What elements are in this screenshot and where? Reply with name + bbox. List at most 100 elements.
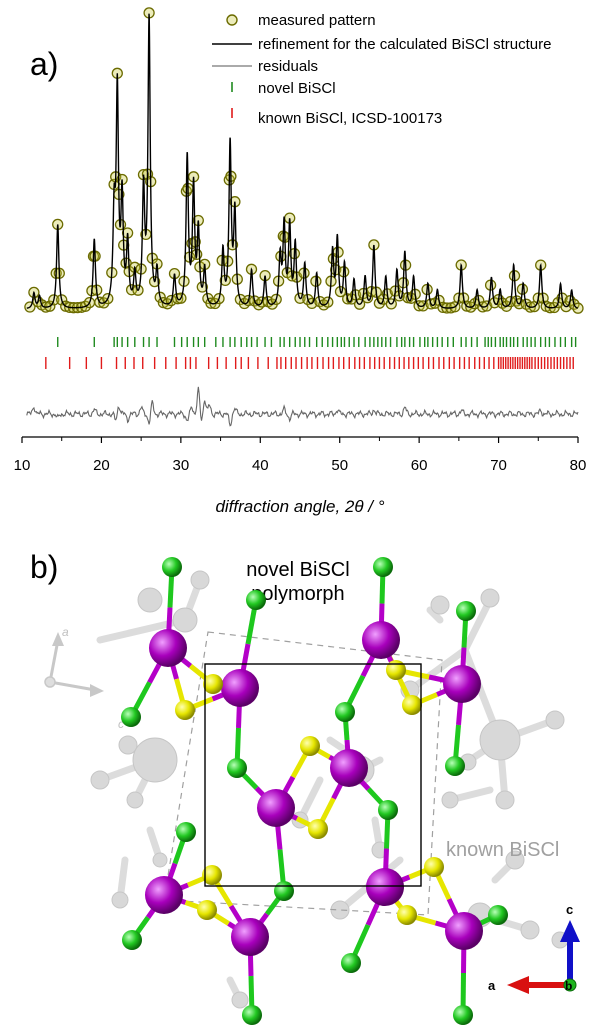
novel-structure (121, 557, 508, 1025)
ghost-axis-origin (44, 676, 56, 688)
x-tick-label-30: 30 (173, 457, 190, 474)
known-atom (132, 737, 178, 783)
legend: measured pattern refinement for the calc… (212, 12, 551, 127)
xrd-plot (24, 7, 584, 427)
legend-label-measured: measured pattern (258, 12, 376, 29)
legend-label-novel: novel BiSCl (258, 80, 336, 97)
known-atom (90, 770, 110, 790)
known-bischl-label: known BiSCl (446, 839, 559, 861)
atom-cl (176, 822, 196, 842)
atom-cl (274, 881, 294, 901)
atom-cl (242, 1005, 262, 1025)
refinement-curve (26, 13, 579, 309)
novel-unit-cell (204, 663, 422, 887)
atom-s (202, 865, 222, 885)
atom-s (402, 695, 422, 715)
axis-b-label: b (565, 979, 572, 993)
measured-point (572, 302, 584, 314)
atom-s (300, 736, 320, 756)
ghost-axis-c-arrowhead (90, 684, 104, 697)
atom-bi (149, 629, 187, 667)
atom-cl (453, 1005, 473, 1025)
x-axis-label-text: diffraction angle, 2θ / ° (215, 497, 384, 516)
atom-cl (341, 953, 361, 973)
legend-label-known: known BiSCl, ICSD-100173 (258, 110, 442, 127)
x-axis: 10 20 30 40 50 60 70 80 (14, 436, 587, 474)
atom-bi (231, 918, 269, 956)
legend-marker-measured (226, 14, 238, 26)
ghost-axis-a-line (48, 639, 60, 683)
known-atom (479, 719, 521, 761)
known-atom (545, 710, 565, 730)
known-atom (126, 791, 144, 809)
x-tick-label-70: 70 (490, 457, 507, 474)
known-bond (461, 596, 494, 654)
panel-b: b) novel BiSCl polymorph a c known BiSCl (30, 549, 580, 1025)
x-tick-label-20: 20 (93, 457, 110, 474)
atom-bi (443, 665, 481, 703)
known-atom (430, 595, 450, 615)
ghost-axis-c-line (49, 680, 96, 692)
known-atom (505, 850, 525, 870)
atom-s (203, 674, 223, 694)
atom-cl (488, 905, 508, 925)
x-tick-label-80: 80 (570, 457, 587, 474)
known-atom (152, 852, 168, 868)
x-axis-label: diffraction angle, 2θ / ° (215, 497, 384, 516)
atom-cl (162, 557, 182, 577)
known-atom (495, 790, 515, 810)
atom-cl (378, 800, 398, 820)
atom-cl (373, 557, 393, 577)
atom-cl (445, 756, 465, 776)
atom-s (386, 660, 406, 680)
known-bond (406, 646, 469, 694)
atom-s (424, 857, 444, 877)
x-tick-label-60: 60 (411, 457, 428, 474)
panel-b-label: b) (30, 549, 58, 585)
atom-cl (122, 930, 142, 950)
residuals-curve (26, 386, 579, 427)
axis-c-label: c (566, 902, 573, 917)
known-atom (441, 791, 459, 809)
known-atom (137, 587, 163, 613)
atom-cl (335, 702, 355, 722)
known-atom (118, 735, 138, 755)
atom-bi (366, 868, 404, 906)
ghost-axes (44, 632, 104, 697)
axis-b-dot (563, 978, 577, 992)
legend-label-refinement: refinement for the calculated BiSCl stru… (258, 36, 551, 53)
atom-cl (227, 758, 247, 778)
atom-cl (456, 601, 476, 621)
atom-s (197, 900, 217, 920)
known-atom (231, 991, 249, 1009)
known-atom (172, 607, 198, 633)
x-tick-label-40: 40 (252, 457, 269, 474)
novel-reflections (57, 337, 577, 347)
atom-bi (362, 621, 400, 659)
known-atom (111, 891, 129, 909)
axis-a-label: a (488, 978, 496, 993)
axis-c-arrowhead (560, 920, 580, 942)
legend-label-residuals: residuals (258, 58, 318, 75)
ghost-axis-a-arrowhead (52, 632, 64, 646)
atom-s (175, 700, 195, 720)
ghost-axis-c-label: c (118, 717, 124, 731)
atom-cl (246, 590, 266, 610)
atom-bi (445, 912, 483, 950)
atom-cl (121, 707, 141, 727)
known-unit-cell (163, 631, 443, 916)
axis-a-arrowhead (507, 976, 529, 994)
atom-bi (221, 669, 259, 707)
atoms (121, 557, 508, 1025)
x-tick-label-10: 10 (14, 457, 31, 474)
panel-b-title-line1: novel BiSCl (246, 559, 349, 581)
known-reflections (45, 357, 574, 369)
panel-a: a) measured pattern refinement for the c… (14, 7, 587, 516)
x-tick-label-50: 50 (331, 457, 348, 474)
known-atom (480, 588, 500, 608)
panel-b-title-line2: polymorph (251, 583, 344, 605)
axes-indicator (507, 920, 580, 994)
panel-a-label: a) (30, 46, 58, 82)
known-bond (426, 606, 444, 624)
